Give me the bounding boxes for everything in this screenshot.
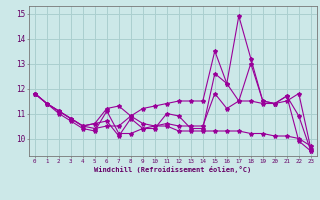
X-axis label: Windchill (Refroidissement éolien,°C): Windchill (Refroidissement éolien,°C): [94, 166, 252, 173]
